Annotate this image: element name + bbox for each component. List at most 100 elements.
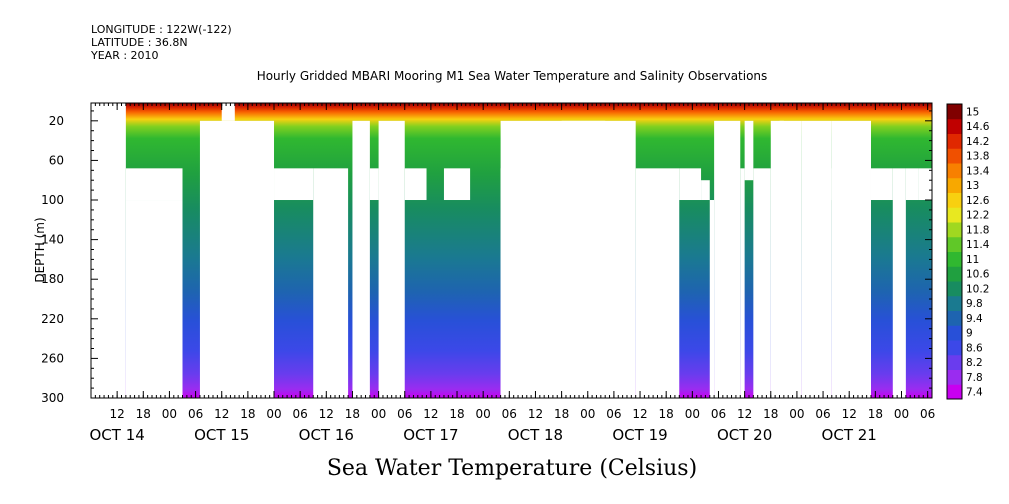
x-date-label: OCT 14 [89, 426, 144, 444]
missing-data-gap [500, 168, 558, 398]
x-hour-tick-label: 00 [371, 407, 386, 421]
colorbar-swatch [947, 251, 962, 267]
missing-data-gap [709, 200, 715, 398]
colorbar-swatch [947, 369, 962, 385]
colorbar-swatch [947, 192, 962, 208]
missing-data-gap [744, 120, 754, 181]
chart-title: Hourly Gridded MBARI Mooring M1 Sea Wate… [257, 69, 768, 83]
colorbar-label: 14.2 [966, 136, 989, 148]
y-tick-label: 260 [41, 351, 64, 365]
colorbar-label: 13.4 [966, 165, 990, 177]
x-hour-tick-label: 06 [606, 407, 621, 421]
year-label: YEAR : 2010 [91, 49, 159, 62]
x-date-label: OCT 15 [194, 426, 249, 444]
colorbar-swatch [947, 384, 962, 400]
colorbar-label: 15 [966, 106, 979, 118]
colorbar-swatch [947, 354, 962, 370]
y-tick-label: 220 [41, 312, 64, 326]
missing-data-gap [870, 168, 893, 201]
missing-data-gap [561, 120, 606, 399]
x-hour-tick-label: 00 [266, 407, 281, 421]
latitude-label: LATITUDE : 36.8N [91, 36, 188, 49]
x-hour-tick-label: 00 [476, 407, 491, 421]
x-axis-title: Sea Water Temperature (Celsius) [327, 456, 697, 481]
x-hour-tick-label: 06 [711, 407, 726, 421]
missing-data-gap [918, 168, 932, 201]
x-hour-tick-label: 12 [214, 407, 229, 421]
colorbar-label: 12.6 [966, 195, 990, 207]
x-hour-tick-label: 06 [293, 407, 308, 421]
missing-data-gap [714, 120, 741, 399]
missing-data-gap [443, 168, 471, 201]
y-axis-title: DEPTH (m) [33, 217, 47, 282]
x-hour-tick-label: 18 [449, 407, 464, 421]
x-date-label: OCT 21 [822, 426, 877, 444]
x-hour-tick-label: 12 [319, 407, 334, 421]
colorbar-swatch [947, 295, 962, 311]
missing-data-gap [199, 120, 275, 399]
x-date-label: OCT 18 [508, 426, 563, 444]
y-tick-label: 180 [41, 272, 64, 286]
missing-data-gap [125, 200, 183, 398]
colorbar-label: 7.8 [966, 372, 983, 384]
x-hour-tick-label: 06 [188, 407, 203, 421]
colorbar-label: 14.6 [966, 121, 990, 133]
colorbar-swatch [947, 310, 962, 326]
colorbar-label: 9.8 [966, 298, 983, 310]
missing-data-gap [378, 120, 405, 399]
colorbar: 7.4 7.8 8.2 8.6 9 9.4 9.8 10.2 10.6 11 11.4 11.8 12.… [946, 103, 990, 400]
missing-data-gap [701, 180, 710, 201]
x-hour-tick-label: 12 [423, 407, 438, 421]
x-hour-tick-label: 18 [345, 407, 360, 421]
colorbar-label: 13.8 [966, 151, 989, 163]
colorbar-label: 11.8 [966, 224, 989, 236]
x-hour-tick-label: 12 [737, 407, 752, 421]
colorbar-label: 9.4 [966, 313, 983, 325]
missing-data-gap [892, 168, 906, 398]
missing-data-gap [125, 168, 183, 201]
missing-data-gap [770, 120, 802, 399]
colorbar-label: 12.2 [966, 210, 989, 222]
missing-data-gaps [91, 103, 932, 399]
colorbar-swatch [947, 177, 962, 193]
x-hour-tick-label: 00 [162, 407, 177, 421]
y-tick-label: 20 [49, 114, 64, 128]
colorbar-label: 9 [966, 328, 973, 340]
x-date-label: OCT 20 [717, 426, 772, 444]
x-hour-tick-label: 18 [554, 407, 569, 421]
missing-data-gap [801, 120, 832, 399]
colorbar-swatch [947, 222, 962, 238]
y-tick-label: 60 [49, 153, 64, 167]
colorbar-label: 11.4 [966, 239, 990, 251]
missing-data-gap [352, 120, 370, 399]
missing-data-gap [635, 168, 680, 398]
colorbar-frame [946, 103, 963, 400]
colorbar-label: 13 [966, 180, 979, 192]
x-hour-tick-label: 00 [580, 407, 595, 421]
x-hour-tick-label: 18 [763, 407, 778, 421]
missing-data-gap [905, 168, 919, 201]
colorbar-swatch [947, 148, 962, 164]
plot-area [90, 102, 933, 399]
x-hour-tick-label: 06 [502, 407, 517, 421]
x-hour-tick-label: 00 [894, 407, 909, 421]
colorbar-swatch [947, 104, 962, 120]
missing-data-gap [740, 168, 745, 398]
x-axis: 12 18 00 06 12 18 00 06 12 18 00 06 12 18 00 06 12 18 00 06… [89, 103, 935, 444]
missing-data-gap [831, 120, 871, 399]
x-date-label: OCT 17 [403, 426, 458, 444]
colorbar-swatch [947, 236, 962, 252]
x-hour-tick-label: 12 [110, 407, 125, 421]
longitude-label: LONGITUDE : 122W(-122) [91, 23, 232, 36]
x-date-label: OCT 19 [612, 426, 667, 444]
metadata-block: LONGITUDE : 122W(-122) LATITUDE : 36.8N … [91, 23, 232, 62]
y-tick-label: 300 [41, 391, 64, 405]
colorbar-swatch [947, 163, 962, 179]
missing-data-gap [753, 168, 771, 398]
colorbar-swatch [947, 133, 962, 149]
colorbar-swatch [947, 325, 962, 341]
colorbar-swatch [947, 340, 962, 356]
x-hour-tick-label: 18 [136, 407, 151, 421]
missing-data-gap [221, 103, 235, 121]
colorbar-label: 10.6 [966, 269, 990, 281]
